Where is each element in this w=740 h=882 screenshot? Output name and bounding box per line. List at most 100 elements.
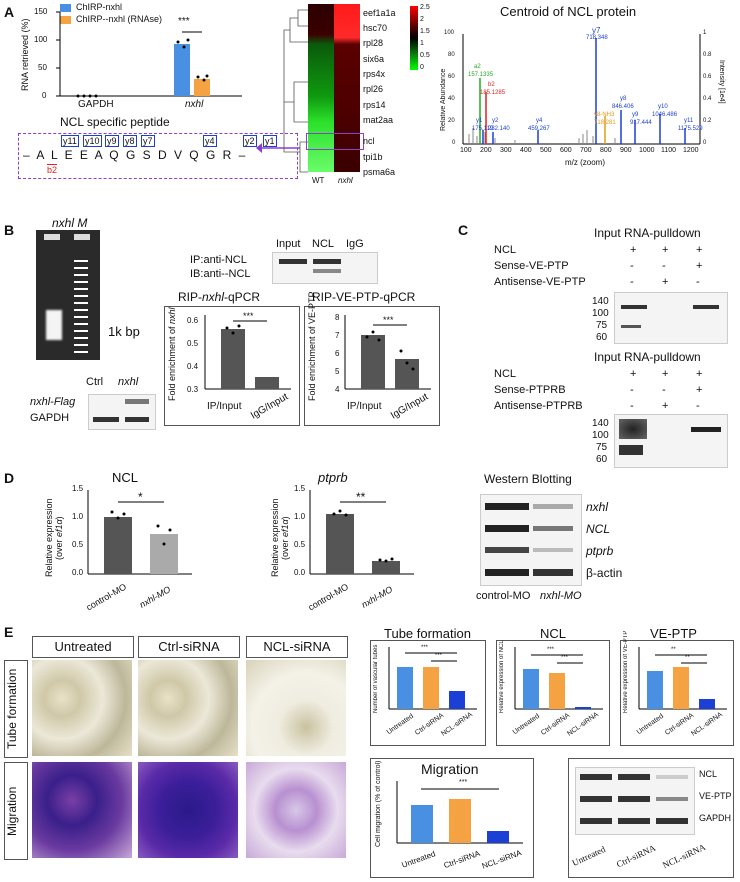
c-bot-row1: Sense-PTPRB xyxy=(494,384,566,396)
spec-x-900: 900 xyxy=(620,147,632,154)
c-top-r2c2: + xyxy=(662,276,669,288)
spec-y2-02: 0.2 xyxy=(703,118,712,124)
scale-2: 2 xyxy=(420,16,424,23)
e-wb-row-ncl: NCL xyxy=(699,769,718,779)
e-ncl-chart: Relative expression of NCL *** *** Untre… xyxy=(496,640,610,746)
e-tube-bar-ctrl xyxy=(423,667,439,709)
peak-b2: b2 xyxy=(488,82,495,88)
e-veptp-x0: Untreated xyxy=(635,712,665,737)
spec-x-600: 600 xyxy=(560,147,572,154)
rip1-ytick-06: 0.6 xyxy=(187,316,199,325)
e-migration-chart: Migration Cell migration (% of control) … xyxy=(370,758,534,878)
d-wb-row-ptprb: ptprb xyxy=(586,544,614,558)
gene-tpi1b: tpi1b xyxy=(363,152,383,162)
d-wb-band-actin-ctrl xyxy=(485,569,529,576)
e-tube-x2: NCL-siRNA xyxy=(440,711,474,738)
ip-blot xyxy=(272,252,378,284)
e-row-tube: Tube formation xyxy=(4,660,28,758)
gene-ncl: ncl xyxy=(363,136,375,146)
gel-well-1 xyxy=(44,234,60,240)
d-ptprb-ytick-15: 1.5 xyxy=(294,484,306,493)
spec-x-800: 800 xyxy=(600,147,612,154)
peak-y8: y8 xyxy=(620,96,627,102)
e-migration-bar-ctrl xyxy=(449,799,471,843)
spec-x-1000: 1000 xyxy=(639,147,655,154)
e-tube-bar-ncl xyxy=(449,691,465,709)
c-top-band-sense xyxy=(693,305,719,309)
spec-y2-1: 1 xyxy=(703,30,707,36)
e-migration-x2: NCL-siRNA xyxy=(480,848,523,871)
spectrum-title: Centroid of NCL protein xyxy=(500,4,637,19)
c-top-header: Input RNA-pulldown xyxy=(594,226,701,240)
rip1-ytick-05: 0.5 xyxy=(187,339,199,348)
rip1-svg xyxy=(204,315,291,390)
spec-y2-06: 0.6 xyxy=(703,74,712,80)
c-bot-mw-75: 75 xyxy=(596,442,608,453)
e-veptp-bar-ctrl xyxy=(673,667,689,709)
e-tube-sig1: *** xyxy=(421,645,429,651)
e-wb-gapdh-3 xyxy=(656,818,688,824)
e-veptp-bar-ncl xyxy=(699,699,715,709)
heatmap-col-wt-label: WT xyxy=(312,176,325,185)
chirp-ytick-100: 100 xyxy=(34,35,48,44)
c-top-mw-75: 75 xyxy=(596,320,608,331)
spec-ytick-20: 20 xyxy=(448,118,455,124)
peak-y9-mz: 917.444 xyxy=(630,120,652,126)
chirp-bar-nxhl xyxy=(174,44,190,96)
peak-y10: y10 xyxy=(658,104,668,110)
c-bot-mw-60: 60 xyxy=(596,454,608,465)
spectrum-ylabel2: Intensity [1e4] xyxy=(718,60,725,104)
heatmap-scale xyxy=(410,6,418,70)
rip1-title: RIP-nxhl-qPCR xyxy=(178,290,261,304)
c-top-blot xyxy=(614,292,728,344)
chirp-chart: ChIRP-nxhl ChIRP--nxhl (RNAse) RNA retri… xyxy=(20,2,250,114)
c-top-row2: Antisense-VE-PTP xyxy=(494,276,586,288)
gapdh-band-2 xyxy=(125,417,149,422)
micro-mig-untreated xyxy=(32,762,132,858)
rip2-bar-ip xyxy=(361,335,385,389)
peak-y7: y7 xyxy=(592,26,601,35)
e-migration-bar-untreated xyxy=(411,805,433,843)
gene-rpl28: rpl28 xyxy=(363,38,384,48)
d-wb-band-ptprb-mo xyxy=(533,548,573,552)
c-bot-r0c1: + xyxy=(630,368,637,380)
c-bot-r0c2: + xyxy=(662,368,669,380)
c-bot-r0c3: + xyxy=(696,368,703,380)
c-bot-r1c1: - xyxy=(630,384,634,396)
micro-tube-ctrl xyxy=(138,660,238,756)
rip2-ytick-6: 6 xyxy=(335,349,340,358)
peak-y1: y1 xyxy=(476,118,483,124)
c-bot-mw-140: 140 xyxy=(592,418,609,429)
rip2-svg xyxy=(344,315,431,390)
c-top-r2c1: - xyxy=(630,276,634,288)
ip-col-ncl: NCL xyxy=(312,238,335,250)
peak-y2-mz: 232.140 xyxy=(488,126,510,132)
legend-swatch-blue xyxy=(60,4,71,12)
ion-y7: y7 xyxy=(141,135,155,147)
c-bot-row0: NCL xyxy=(494,368,517,380)
rip2-ylabel: Fold enrichment of VE-PTP xyxy=(307,291,317,401)
chirp-xtick-gapdh: GAPDH xyxy=(78,99,114,110)
d-wb-title: Western Blotting xyxy=(484,472,572,486)
rip2-ytick-5: 5 xyxy=(335,367,340,376)
d-ptprb-x-control: control-MO xyxy=(306,581,351,613)
d-ncl-bar-control xyxy=(104,517,132,574)
e-migration-title: Migration xyxy=(421,761,479,777)
e-veptp-sig2: ** xyxy=(685,655,690,661)
e-tube-svg xyxy=(388,647,477,710)
gel-band-nxhl xyxy=(46,310,62,340)
peak-y10-mz: 1046.486 xyxy=(652,112,678,118)
spec-ytick-80: 80 xyxy=(448,52,455,58)
d-ncl-ytick-1: 1.0 xyxy=(72,512,84,521)
e-wb-col-ncl: NCL-siRNA xyxy=(661,841,707,871)
peptide-title: NCL specific peptide xyxy=(60,115,170,129)
rip2-chart: Fold enrichment of VE-PTP 4 5 6 7 8 *** … xyxy=(304,291,440,426)
c-bot-blot xyxy=(614,414,728,468)
e-migration-svg xyxy=(396,781,523,844)
d-wb-row-ncl: NCL xyxy=(586,522,611,536)
e-wb-veptp-3 xyxy=(656,797,688,801)
d-ptprb-ylabel: Relative expression (over ef1α) xyxy=(270,498,290,578)
e-ncl-title: NCL xyxy=(540,626,567,641)
rip1-ylabel: Fold enrichment of nxhl xyxy=(167,307,177,401)
ib-label: IB:anti--NCL xyxy=(190,268,251,280)
